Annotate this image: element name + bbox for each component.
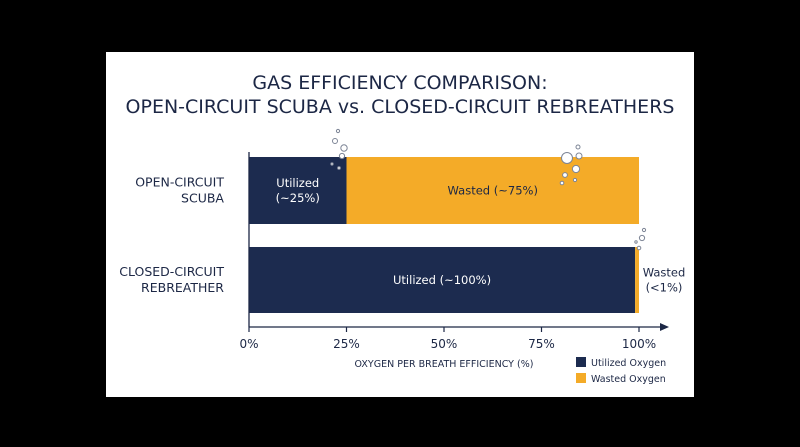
bars: Utilized(~25%) Wasted (~75%) Utilized (~10…	[249, 157, 685, 313]
bubble-icon	[559, 180, 565, 186]
bubble-icon	[641, 227, 647, 233]
bar-wasted	[635, 247, 639, 313]
category-label: SCUBA	[181, 191, 224, 206]
chart-title: GAS EFFICIENCY COMPARISON:OPEN-CIRCUIT S…	[126, 72, 675, 118]
legend-label: Wasted Oxygen	[591, 374, 666, 385]
x-tick-label: 50%	[431, 337, 458, 351]
x-tick-label: 100%	[622, 337, 656, 351]
bubble-icon	[332, 138, 338, 144]
bubble-icon	[330, 162, 334, 166]
chart: GAS EFFICIENCY COMPARISON:OPEN-CIRCUIT S…	[119, 72, 685, 385]
category-label: CLOSED-CIRCUIT	[119, 264, 224, 279]
bar-utilized	[249, 157, 347, 224]
bubble-icon	[634, 240, 638, 244]
bubble-icon	[575, 152, 583, 160]
legend-label: Utilized Oxygen	[591, 358, 666, 369]
bar-wasted	[346, 157, 639, 224]
data-label: Wasted	[643, 266, 686, 280]
chart-title-line-1: GAS EFFICIENCY COMPARISON:	[252, 72, 547, 94]
bubble-icon	[572, 177, 578, 183]
legend: Utilized Oxygen Wasted Oxygen	[576, 357, 666, 385]
bubble-icon	[562, 172, 568, 178]
bar-utilized	[249, 247, 636, 313]
legend-swatch	[576, 357, 586, 367]
chart-card: GAS EFFICIENCY COMPARISON: OPEN-CIRCUIT S…	[106, 52, 694, 397]
bubble-icon	[335, 128, 341, 134]
data-label: (<1%)	[646, 281, 683, 295]
data-label: Utilized (~100%)	[393, 273, 491, 287]
bubble-icon	[636, 245, 642, 251]
x-tick-label: 25%	[333, 337, 360, 351]
bubble-icon	[561, 152, 573, 164]
bubbles-decoration	[330, 128, 647, 251]
x-axis-label: OXYGEN PER BREATH EFFICIENCY (%)	[355, 359, 534, 370]
bubble-icon	[337, 166, 341, 170]
category-label: REBREATHER	[141, 280, 224, 295]
x-tick-label: 75%	[528, 337, 555, 351]
data-label: Utilized	[276, 176, 319, 190]
bubble-icon	[638, 234, 646, 242]
bubble-icon	[338, 152, 346, 160]
legend-swatch	[576, 373, 586, 383]
x-axis: 0% 25% 50% 75% 100% OXYGEN PER BREATH EFFICIE…	[239, 152, 669, 370]
data-label: Wasted (~75%)	[448, 184, 538, 198]
x-axis-arrow-icon	[660, 323, 669, 331]
x-tick-label: 0%	[239, 337, 258, 351]
bubble-icon	[575, 144, 581, 150]
category-label: OPEN-CIRCUIT	[135, 175, 224, 190]
bubble-icon	[571, 164, 581, 174]
chart-title-line-2: OPEN-CIRCUIT SCUBA vs. CLOSED-CIRCUIT RE…	[126, 96, 675, 118]
data-label: (~25%)	[276, 191, 320, 205]
bubble-icon	[340, 144, 348, 152]
